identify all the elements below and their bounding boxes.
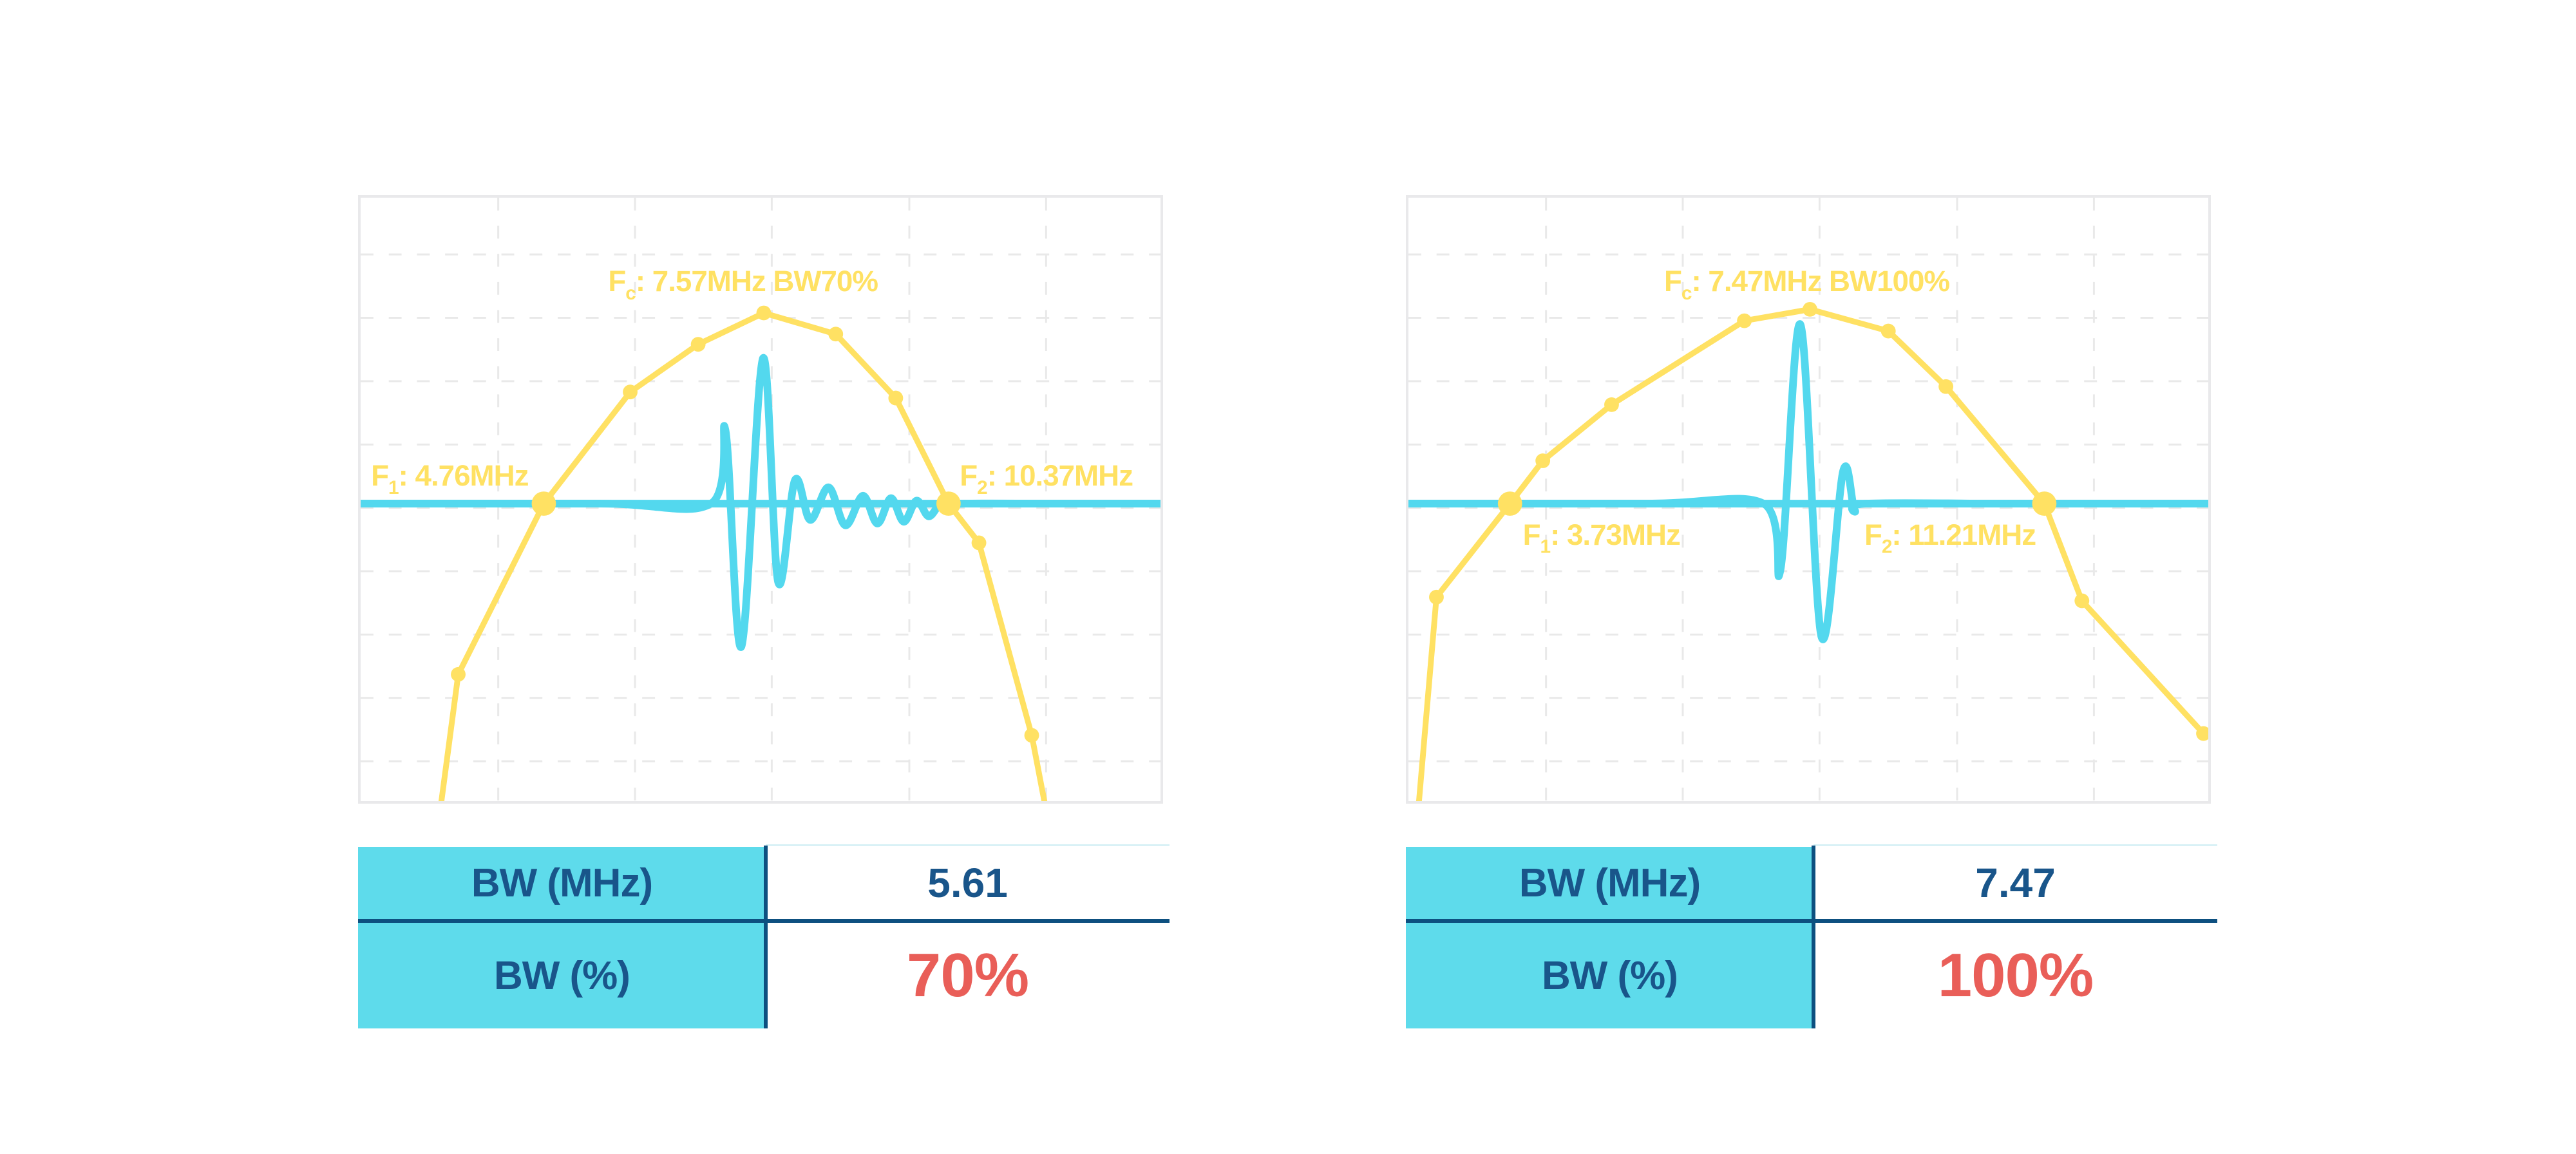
data-point-dot	[888, 390, 904, 406]
f1-label: F1: 4.76MHz	[371, 459, 528, 498]
table-top-hairline	[766, 844, 1170, 846]
bw-mhz-row-label: BW (MHz)	[471, 860, 653, 905]
frequency-spectrum-curve	[438, 310, 1048, 801]
data-point-dot	[2196, 726, 2208, 741]
bw-mhz-value: 5.61	[927, 860, 1008, 906]
bandwidth-edge-dot	[2032, 491, 2057, 516]
pulse-waveform	[1408, 320, 2208, 643]
fc-label: Fc: 7.57MHz BW70%	[608, 265, 878, 304]
table-column-divider	[1812, 846, 1815, 1028]
bw-mhz-row-label: BW (MHz)	[1519, 860, 1701, 905]
frequency-spectrum-curve	[1416, 306, 2206, 801]
data-point-dot	[971, 535, 987, 551]
bw-pct-value: 100%	[1937, 941, 2094, 1010]
spectrum-chart-left: Fc: 7.57MHz BW70% F1: 4.76MHz F2: 10.37MHz	[358, 195, 1163, 804]
data-point-dot	[1535, 453, 1551, 468]
bw-table-left: BW (MHz) 5.61 BW (%) 70%	[358, 844, 1170, 1032]
bw-pct-row-label: BW (%)	[494, 953, 630, 998]
bw-pct-value: 70%	[906, 941, 1029, 1010]
table-header-column-background	[358, 847, 766, 1028]
spectrum-chart-left-svg: Fc: 7.57MHz BW70% F1: 4.76MHz F2: 10.37MHz	[361, 198, 1160, 801]
table-top-hairline	[1814, 844, 2217, 846]
fc-label: Fc: 7.47MHz BW100%	[1664, 265, 1949, 304]
data-point-dot	[1938, 379, 1954, 394]
data-point-dot	[756, 305, 772, 321]
data-point-dot	[1024, 728, 1039, 743]
table-column-divider	[764, 846, 768, 1028]
f2-label: F2: 11.21MHz	[1864, 518, 2036, 558]
data-point-dot	[1880, 323, 1896, 339]
data-point-dot	[690, 337, 706, 352]
data-point-dot	[1429, 589, 1444, 605]
table-header-column-background	[1406, 847, 1814, 1028]
f1-label: F1: 3.73MHz	[1523, 518, 1680, 558]
data-point-dot	[2074, 593, 2090, 609]
spectrum-chart-right: Fc: 7.47MHz BW100% F1: 3.73MHz F2: 11.21MH…	[1406, 195, 2211, 804]
f2-label: F2: 10.37MHz	[960, 459, 1133, 498]
spectrum-chart-right-svg: Fc: 7.47MHz BW100% F1: 3.73MHz F2: 11.21MH…	[1408, 198, 2208, 801]
bw-table-right: BW (MHz) 7.47 BW (%) 100%	[1406, 844, 2217, 1032]
data-point-dot	[623, 384, 638, 400]
bandwidth-edge-dot	[1497, 491, 1522, 516]
bw-pct-row-label: BW (%)	[1542, 953, 1678, 998]
data-point-dot	[451, 667, 466, 682]
data-point-dot	[828, 326, 844, 342]
data-point-dot	[1803, 301, 1817, 317]
data-point-dot	[1737, 313, 1752, 328]
bw-mhz-value: 7.47	[1975, 860, 2056, 906]
bandwidth-edge-dot	[531, 491, 556, 516]
bandwidth-edge-dot	[936, 491, 961, 516]
data-point-dot	[1604, 397, 1619, 412]
